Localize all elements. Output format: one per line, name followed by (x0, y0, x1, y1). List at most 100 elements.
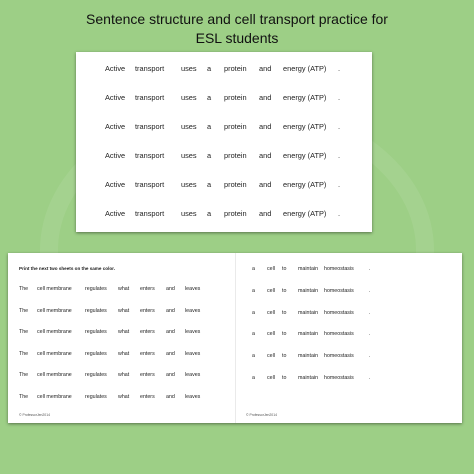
sentence-word: leaves (185, 329, 201, 335)
sentence-word: a (207, 180, 212, 189)
sentence-word: what (118, 372, 130, 378)
page-title: Sentence structure and cell transport pr… (0, 10, 474, 48)
sentence-word: cell (267, 375, 275, 381)
sentence-word: . (369, 309, 371, 316)
sentence-word: a (207, 122, 212, 131)
sentence-word: and (166, 329, 175, 335)
sentence-word: what (118, 393, 130, 400)
sentence-word: a (252, 287, 255, 294)
sentence-word: to (282, 375, 287, 381)
sentence-word: uses (181, 151, 197, 160)
sentence-word: energy (ATP) (283, 64, 327, 73)
sentence-word: cell membrane (37, 372, 72, 378)
sentence-word: homeostasis (324, 331, 354, 338)
title-line-1: Sentence structure and cell transport pr… (86, 11, 388, 27)
sentence-word: what (118, 286, 130, 292)
sentence-word: cell (267, 287, 275, 294)
sentence-word: Active (105, 64, 126, 73)
sentence-word: protein (224, 122, 247, 131)
sentence-word: a (207, 209, 212, 218)
sentence-word: transport (135, 93, 165, 102)
sentence-word: a (252, 375, 255, 381)
sentence-word: and (259, 209, 272, 218)
sentence-word: regulates (85, 307, 107, 314)
copyright-left: © ProfessorJen2014 (19, 413, 50, 417)
sentence-word: homeostasis (324, 309, 354, 316)
sentence-word: a (252, 309, 255, 316)
sentence-word: a (207, 151, 212, 160)
sentence-word: enters (140, 372, 155, 378)
worksheet-preview-1: Active transport uses a protein and energy (AT… (76, 52, 372, 232)
sentence-word: cell membrane (37, 286, 72, 292)
sentence-word: Active (105, 93, 126, 102)
sentence-word: leaves (185, 307, 201, 314)
sentence-word: cell membrane (37, 329, 72, 335)
copyright-right: © ProfessorJen2014 (246, 413, 277, 417)
sentence-word: to (282, 353, 287, 360)
sentence-word: what (118, 307, 130, 314)
sentence-word: regulates (85, 350, 107, 357)
sentence-word: uses (181, 122, 197, 131)
sentence-word: energy (ATP) (283, 93, 327, 102)
sentence-word: Active (105, 122, 126, 131)
sentence-word: transport (135, 151, 165, 160)
sentence-word: Active (105, 209, 126, 218)
title-line-2: ESL students (195, 30, 279, 46)
sentence-word: and (166, 286, 175, 292)
sentence-word: maintain (298, 287, 319, 294)
sentence-word: leaves (185, 393, 201, 400)
sentence-word: protein (224, 180, 247, 189)
sentence-word: leaves (185, 286, 201, 292)
sentence-word: Active (105, 151, 126, 160)
sentence-word: transport (135, 122, 165, 131)
instruction-text: Print the next two sheets on the same co… (19, 266, 115, 271)
sentence-word: . (369, 287, 371, 294)
sentence-word: and (166, 307, 175, 314)
sentence-word: cell membrane (37, 393, 72, 400)
sentence-word: enters (140, 393, 155, 400)
sentence-word: protein (224, 93, 247, 102)
sentence-word: The (19, 286, 29, 292)
sentence-word: leaves (185, 372, 201, 378)
sentence-word: protein (224, 64, 247, 73)
sentence-word: regulates (85, 393, 107, 400)
sentence-word: protein (224, 151, 247, 160)
sentence-word: energy (ATP) (283, 209, 327, 218)
sentence-word: The (19, 307, 29, 314)
sentence-word: what (118, 350, 130, 357)
sentence-word: a (252, 353, 255, 360)
sentence-word: . (369, 375, 371, 381)
sentence-word: regulates (85, 286, 107, 292)
sentence-word: and (259, 64, 272, 73)
sentence-word: energy (ATP) (283, 122, 327, 131)
sentence-word: and (259, 93, 272, 102)
sentence-word: The (19, 393, 29, 400)
sentence-word: The (19, 350, 29, 357)
sentence-word: The (19, 329, 29, 335)
sentence-word: maintain (298, 331, 319, 338)
sentence-word: cell (267, 266, 275, 272)
sentence-word: energy (ATP) (283, 180, 327, 189)
page-divider (235, 253, 236, 423)
worksheet-preview-2: Print the next two sheets on the same co… (8, 253, 462, 423)
sentence-word: maintain (298, 266, 319, 272)
sentence-word: transport (135, 209, 165, 218)
sentence-word: uses (181, 180, 197, 189)
sentence-word: to (282, 266, 287, 272)
sentence-word: Active (105, 180, 126, 189)
sentence-word: and (259, 151, 272, 160)
sentence-word: and (166, 372, 175, 378)
sentence-word: The (19, 372, 29, 378)
sentence-word: . (369, 331, 371, 338)
sentence-word: . (338, 93, 341, 102)
sentence-word: a (252, 331, 255, 338)
sentence-word: to (282, 331, 287, 338)
sentence-word: . (338, 180, 341, 189)
sentence-word: a (252, 266, 255, 272)
sentence-word: cell membrane (37, 307, 72, 314)
sentence-word: enters (140, 329, 155, 335)
sentence-word: homeostasis (324, 353, 354, 360)
sentence-word: enters (140, 286, 155, 292)
sentence-word: homeostasis (324, 375, 354, 381)
sentence-word: uses (181, 64, 197, 73)
